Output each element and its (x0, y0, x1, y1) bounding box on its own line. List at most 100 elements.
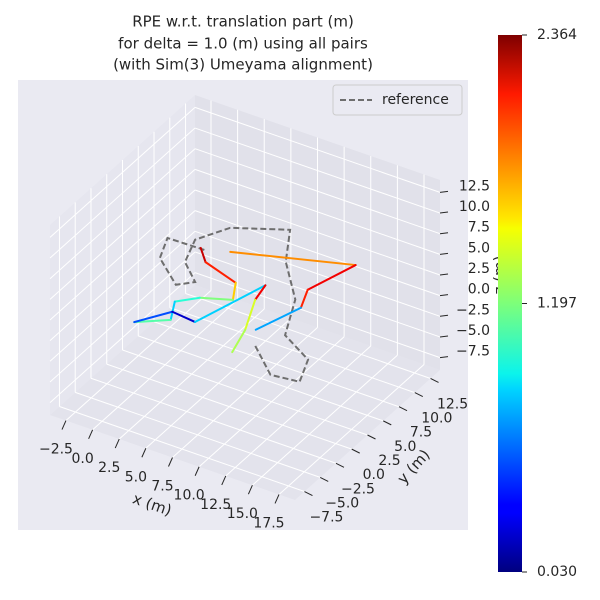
y-tick (430, 378, 439, 383)
error-segment (204, 261, 237, 284)
grid-line (49, 107, 196, 238)
y-tick (414, 392, 424, 398)
colorbar: 0.030 1.197 2.364 (498, 27, 577, 580)
grid-line (49, 189, 196, 321)
x-tick-label: 7.5 (151, 479, 173, 495)
grid-line (106, 363, 352, 450)
title-line: (with Sim(3) Umeyama alignment) (113, 56, 373, 74)
y-tick-label: 2.5 (378, 453, 400, 469)
x-tick-label: 2.5 (98, 460, 120, 476)
grid-line (194, 210, 441, 297)
grid-line (59, 406, 305, 492)
legend-frame (332, 84, 463, 116)
y-tick-label: 10.0 (421, 411, 452, 427)
grid-line (75, 391, 321, 478)
y-tick-label: 12.5 (437, 396, 468, 412)
grid-line (49, 272, 196, 403)
x-tick (194, 466, 200, 476)
grid (49, 100, 441, 495)
grid-line (185, 293, 431, 379)
y-tick (319, 476, 329, 482)
title-line: for delta = 1.0 (m) using all pairs (118, 35, 368, 53)
x-tick-label: 15.0 (227, 506, 258, 522)
error-segment (133, 310, 174, 324)
error-segment (306, 264, 357, 291)
x-tick (114, 438, 120, 449)
colorbar-tick-label: 2.364 (537, 27, 577, 43)
error-segment (199, 246, 207, 264)
z-tick-label: −5.0 (456, 323, 490, 339)
z-tick (439, 294, 449, 297)
title-line: RPE w.r.t. translation part (m) (132, 13, 354, 31)
z-tick (439, 190, 449, 193)
grid-line (194, 168, 441, 255)
x-tick-label: 0.0 (71, 451, 93, 467)
y-tick (335, 462, 345, 468)
z-tick (439, 211, 449, 214)
error-segment (231, 328, 247, 354)
grid-line (194, 148, 441, 235)
z-tick (439, 252, 449, 255)
x-tick-label: 17.5 (253, 515, 284, 531)
y-tick-label: 0.0 (363, 467, 385, 483)
z-tick (439, 273, 449, 276)
z-tick-label: 5.0 (468, 240, 490, 256)
x-tick-label: 10.0 (174, 488, 205, 504)
grid-line (194, 230, 441, 317)
legend: reference (332, 84, 463, 116)
x-tick (221, 475, 227, 486)
x-tick (168, 457, 173, 467)
marks (133, 226, 357, 383)
error-segment (133, 318, 172, 324)
error-segment (299, 288, 309, 309)
x-tick (247, 485, 253, 495)
colorbar-scale (498, 35, 522, 572)
grid-line (153, 321, 400, 408)
error-segment (254, 306, 302, 331)
z-tick-label: −2.5 (456, 302, 490, 318)
y-tick-label: 7.5 (410, 425, 432, 441)
legend-label: reference (382, 92, 449, 108)
y-tick (398, 406, 408, 412)
error-segment (244, 298, 257, 331)
grid-line (194, 106, 441, 193)
z-tick-label: 12.5 (459, 178, 490, 194)
error-segment (229, 250, 357, 267)
z-tick-label: 7.5 (468, 220, 490, 236)
error-segment (173, 296, 201, 303)
z-tick-label: 10.0 (459, 199, 490, 215)
y-tick (351, 448, 360, 454)
grid-line (49, 148, 196, 280)
grid-line (194, 127, 441, 214)
x-tick (274, 494, 280, 504)
y-tick-label: −7.5 (309, 510, 343, 526)
grid-line (49, 210, 196, 342)
grid-line (49, 251, 196, 383)
grid-line (194, 189, 441, 276)
error-segment (198, 296, 234, 301)
x-tick-label: −2.5 (39, 442, 73, 458)
x-tick (141, 448, 147, 458)
x-tick (88, 429, 94, 439)
y-tick-label: −2.5 (341, 481, 375, 497)
colorbar-tick-label: 1.197 (537, 296, 577, 312)
z-tick (439, 232, 449, 235)
ticks: −2.50.02.55.07.510.012.515.017.5 −7.5−5.0… (39, 178, 490, 531)
y-tick-label: 5.0 (394, 439, 416, 455)
z-tick (439, 335, 449, 338)
grid-line (90, 377, 337, 464)
y-tick (304, 491, 313, 496)
z-tick (439, 314, 449, 317)
error-segment (254, 284, 267, 301)
grid-line (122, 349, 368, 436)
grid-line (138, 335, 384, 422)
x-tick-label: 12.5 (200, 497, 231, 513)
z-tick (439, 356, 449, 359)
z-tick-label: −7.5 (456, 344, 490, 360)
grid-line (49, 127, 196, 259)
grid-line (169, 307, 415, 394)
grid-line (49, 168, 196, 300)
grid-line (49, 230, 196, 362)
z-tick-label: 2.5 (468, 261, 490, 277)
grid-line (194, 251, 441, 338)
